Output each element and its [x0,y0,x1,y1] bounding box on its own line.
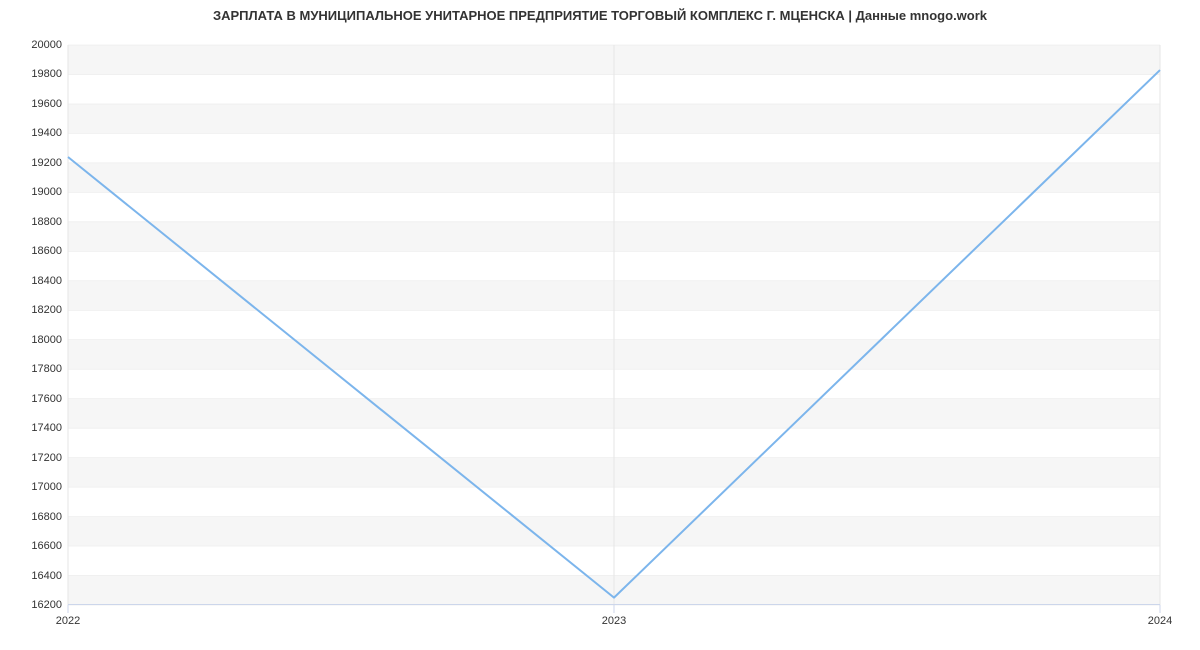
chart-title: ЗАРПЛАТА В МУНИЦИПАЛЬНОЕ УНИТАРНОЕ ПРЕДП… [0,8,1200,23]
chart-container: ЗАРПЛАТА В МУНИЦИПАЛЬНОЕ УНИТАРНОЕ ПРЕДП… [0,0,1200,650]
y-tick-label: 18800 [31,216,62,228]
y-tick-label: 18200 [31,304,62,316]
y-tick-label: 16200 [31,599,62,611]
y-tick-label: 19200 [31,157,62,169]
x-tick-label: 2024 [1148,615,1172,627]
y-tick-label: 16600 [31,540,62,552]
y-tick-label: 20000 [31,39,62,51]
y-tick-label: 16400 [31,570,62,582]
y-tick-label: 16800 [31,511,62,523]
y-tick-label: 17400 [31,422,62,434]
x-tick-label: 2023 [602,615,626,627]
x-tick-label: 2022 [56,615,80,627]
y-tick-label: 19800 [31,68,62,80]
y-tick-label: 17000 [31,481,62,493]
y-tick-label: 18600 [31,245,62,257]
y-tick-label: 18400 [31,275,62,287]
y-tick-label: 17800 [31,363,62,375]
y-tick-label: 19000 [31,186,62,198]
y-tick-label: 17200 [31,452,62,464]
y-tick-label: 19600 [31,98,62,110]
plot-area [68,45,1160,605]
y-tick-label: 18000 [31,334,62,346]
y-tick-label: 19400 [31,127,62,139]
y-tick-label: 17600 [31,393,62,405]
